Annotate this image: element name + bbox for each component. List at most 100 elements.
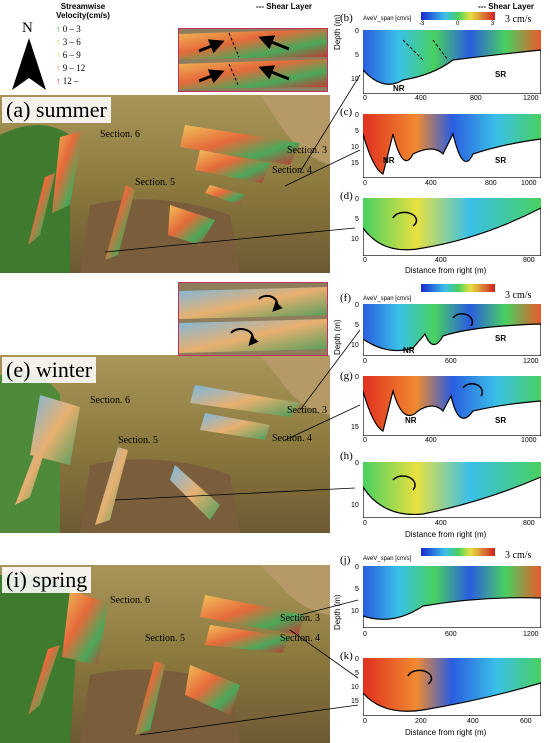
panel-c: (c) NR SR 0 5 10 15 0 400 800 1000 bbox=[340, 106, 543, 190]
section-plot bbox=[363, 198, 541, 256]
x-tick: 400 bbox=[415, 95, 427, 102]
y-tick: 10 bbox=[351, 608, 359, 615]
y-tick: 0 bbox=[355, 28, 359, 35]
winter-inset-view bbox=[179, 287, 327, 353]
shear-layer-label: --- Shear Layer bbox=[478, 2, 535, 11]
summer-inset bbox=[178, 28, 328, 92]
y-tick: 15 bbox=[351, 160, 359, 167]
scale-label: 3 cm/s bbox=[505, 14, 532, 25]
x-tick: 0 bbox=[363, 718, 367, 725]
x-tick: 200 bbox=[415, 718, 427, 725]
colorbar-tick: -3 bbox=[419, 21, 425, 27]
y-axis-label: Depth (m) bbox=[333, 14, 342, 50]
region-label: SR bbox=[495, 416, 507, 425]
section-label: Section. 5 bbox=[135, 177, 175, 188]
season-title: (e) winter bbox=[2, 357, 97, 383]
x-tick: 1000 bbox=[521, 437, 537, 444]
y-tick: 15 bbox=[351, 698, 359, 705]
x-tick: 800 bbox=[485, 180, 497, 187]
x-tick: 1200 bbox=[523, 358, 539, 365]
x-tick: 1200 bbox=[523, 95, 539, 102]
scene-spring: (i) spring Section. 6 Section. 5 Section… bbox=[0, 565, 330, 743]
y-tick: 0 bbox=[355, 460, 359, 467]
y-tick: 0 bbox=[355, 112, 359, 119]
x-axis-label: Distance from right (m) bbox=[405, 530, 487, 539]
panel-label: (b) bbox=[340, 12, 353, 24]
season-title: (a) summer bbox=[2, 97, 111, 123]
section-label: Section. 4 bbox=[272, 165, 312, 176]
x-tick: 1200 bbox=[523, 631, 539, 638]
panel-label: (d) bbox=[340, 190, 353, 202]
section-label: Section. 4 bbox=[272, 433, 312, 444]
arrow-icon: ↑ bbox=[56, 76, 61, 86]
x-tick: 400 bbox=[425, 437, 437, 444]
section-label: Section. 6 bbox=[110, 595, 150, 606]
legend-item: ↑ 3 – 6 bbox=[56, 37, 81, 47]
y-axis-label: Depth (m) bbox=[333, 594, 342, 630]
y-tick: 10 bbox=[351, 684, 359, 691]
arrow-icon: ↑ bbox=[56, 24, 61, 34]
y-tick: 0 bbox=[355, 374, 359, 381]
section-plot bbox=[363, 30, 541, 94]
region-label: NR bbox=[405, 416, 417, 425]
summer-inset-view bbox=[179, 29, 327, 89]
y-axis-label: Depth (m) bbox=[333, 319, 342, 355]
section-label: Section. 4 bbox=[280, 633, 320, 644]
region-label: NR bbox=[393, 84, 405, 93]
panel-j: (j) AveV_span [cm/s] 3 cm/s 0 5 10 0 600… bbox=[340, 546, 543, 650]
x-axis-label: Distance from right (m) bbox=[405, 728, 487, 737]
panel-label: (k) bbox=[340, 650, 353, 662]
x-tick: 800 bbox=[523, 520, 535, 527]
section-plot bbox=[363, 658, 541, 716]
colorbar-tick: 3 bbox=[491, 21, 495, 27]
colorbar bbox=[421, 548, 495, 556]
colorbar-title: AveV_span [cm/s] bbox=[363, 16, 412, 22]
section-label: Section. 5 bbox=[118, 435, 158, 446]
panel-g: (g) NR SR 0 15 0 400 1000 bbox=[340, 370, 543, 448]
x-tick: 0 bbox=[363, 520, 367, 527]
scale-label: 3 cm/s bbox=[505, 290, 532, 301]
north-arrow-icon bbox=[12, 38, 46, 90]
y-tick: 5 bbox=[355, 128, 359, 135]
section-plot bbox=[363, 114, 541, 178]
y-tick: 0 bbox=[355, 302, 359, 309]
y-tick: 10 bbox=[351, 502, 359, 509]
legend-item: ↑ 12 – bbox=[56, 76, 79, 86]
panel-h: (h) 0 10 0 400 800 Distance from right (… bbox=[340, 450, 543, 546]
panel-label: (g) bbox=[340, 370, 353, 382]
y-tick: 5 bbox=[355, 52, 359, 59]
section-label: Section. 3 bbox=[287, 405, 327, 416]
y-tick: 5 bbox=[355, 670, 359, 677]
arrow-icon: ↑ bbox=[56, 50, 61, 60]
season-title: (i) spring bbox=[2, 567, 92, 593]
y-tick: 0 bbox=[355, 656, 359, 663]
section-plot bbox=[363, 376, 541, 436]
x-tick: 800 bbox=[523, 257, 535, 264]
section-plot bbox=[363, 304, 541, 356]
region-label: SR bbox=[495, 334, 507, 343]
legend: N Streamwise Velocity(cm/s) ↑ 0 – 3 ↑ 3 … bbox=[0, 0, 110, 100]
panel-label: (h) bbox=[340, 450, 353, 462]
x-tick: 0 bbox=[363, 631, 367, 638]
panel-k: (k) 0 5 10 15 0 200 400 600 Distance fro… bbox=[340, 650, 543, 743]
y-tick: 15 bbox=[351, 424, 359, 431]
section-plot bbox=[363, 462, 541, 518]
y-tick: 5 bbox=[355, 586, 359, 593]
colorbar bbox=[421, 284, 495, 292]
x-tick: 0 bbox=[363, 437, 367, 444]
north-label: N bbox=[22, 20, 33, 36]
section-label: Section. 3 bbox=[287, 145, 327, 156]
x-tick: 0 bbox=[363, 180, 367, 187]
section-plot bbox=[363, 566, 541, 628]
panel-label: (c) bbox=[340, 106, 353, 118]
x-tick: 400 bbox=[425, 180, 437, 187]
y-tick: 5 bbox=[355, 322, 359, 329]
section-label: Section. 6 bbox=[100, 129, 140, 140]
panel-label: (f) bbox=[340, 292, 351, 304]
winter-inset bbox=[178, 282, 328, 356]
x-tick: 800 bbox=[470, 95, 482, 102]
y-tick: 10 bbox=[351, 342, 359, 349]
section-label: Section. 6 bbox=[90, 395, 130, 406]
legend-item: ↑ 6 – 9 bbox=[56, 50, 81, 60]
y-tick: 0 bbox=[355, 196, 359, 203]
